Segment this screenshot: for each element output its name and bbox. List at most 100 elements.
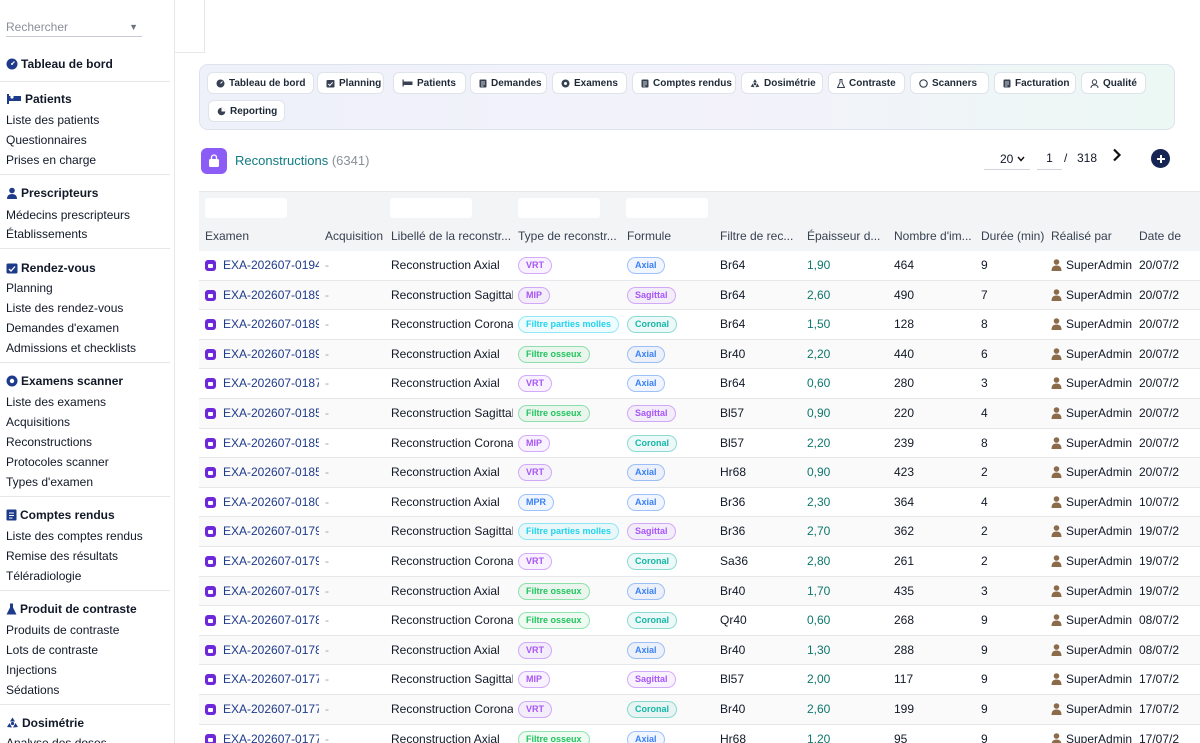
exam-link[interactable]: EXA-202607-0189: [223, 346, 319, 361]
column-header[interactable]: Nombre d'im...: [894, 229, 972, 243]
sidebar-item[interactable]: Liste des rendez-vous: [6, 301, 124, 315]
sidebar-section-2[interactable]: Rendez-vous: [6, 260, 96, 276]
tab-4[interactable]: Examens: [552, 72, 627, 94]
page-size-select[interactable]: 20: [984, 148, 1030, 170]
tab-0[interactable]: Tableau de bord: [207, 72, 314, 94]
column-filter-input[interactable]: [205, 198, 287, 218]
sidebar-section-4[interactable]: Comptes rendus: [6, 507, 115, 523]
column-filter-input[interactable]: [626, 198, 708, 218]
sidebar-item[interactable]: Demandes d'examen: [6, 321, 120, 335]
column-header[interactable]: Examen: [205, 229, 250, 243]
tab-2[interactable]: Patients: [393, 72, 466, 94]
table-row[interactable]: EXA-202607-0194- Reconstruction Axial VRT A…: [199, 251, 1200, 281]
sidebar-item[interactable]: Sédations: [6, 683, 60, 697]
column-header[interactable]: Filtre de rec...: [720, 229, 794, 243]
sidebar-item[interactable]: Injections: [6, 663, 57, 677]
table-row[interactable]: EXA-202607-0185- Reconstruction Axial VRT A…: [199, 458, 1200, 488]
sidebar-item[interactable]: Reconstructions: [6, 435, 93, 449]
tab-3[interactable]: Demandes: [470, 72, 547, 94]
sidebar-item[interactable]: Produits de contraste: [6, 623, 120, 637]
table-row[interactable]: EXA-202607-0187- Reconstruction Axial VRT A…: [199, 369, 1200, 399]
sidebar-item[interactable]: Téléradiologie: [6, 569, 82, 583]
sidebar-item[interactable]: Liste des examens: [6, 395, 107, 409]
column-filter-input[interactable]: [390, 198, 472, 218]
column-header[interactable]: Type de reconstr...: [518, 229, 617, 243]
sidebar-item-dashboard[interactable]: Tableau de bord: [6, 56, 113, 72]
column-header[interactable]: Formule: [627, 229, 672, 243]
sidebar-section-5[interactable]: Produit de contraste: [6, 601, 137, 617]
tab-6[interactable]: Dosimétrie: [741, 72, 823, 94]
table-row[interactable]: EXA-202607-0179- Reconstruction Sagittal F…: [199, 517, 1200, 547]
exam-link[interactable]: EXA-202607-0187: [223, 376, 319, 391]
table-row[interactable]: EXA-202607-0189- Reconstruction Coronal Fi…: [199, 310, 1200, 340]
tab-8[interactable]: Scanners: [910, 72, 989, 94]
search-input[interactable]: Rechercher ▼: [6, 17, 142, 37]
exam-link[interactable]: EXA-202607-0179: [223, 583, 319, 598]
add-button[interactable]: [1151, 149, 1170, 168]
tab-9[interactable]: Facturation: [994, 72, 1076, 94]
sidebar-item[interactable]: Prises en charge: [6, 153, 97, 167]
exam-link[interactable]: EXA-202607-0180: [223, 494, 319, 509]
sidebar-item[interactable]: Lots de contraste: [6, 643, 99, 657]
sidebar-item[interactable]: Établissements: [6, 227, 88, 241]
exam-link[interactable]: EXA-202607-0177: [223, 672, 319, 687]
column-header[interactable]: Réalisé par: [1051, 229, 1112, 243]
sidebar-item[interactable]: Liste des comptes rendus: [6, 529, 143, 543]
user-cell: SuperAdmin: [1051, 517, 1137, 547]
table-row[interactable]: EXA-202607-0189- Reconstruction Sagittal M…: [199, 280, 1200, 311]
table-row[interactable]: EXA-202607-0185- Reconstruction Sagittal F…: [199, 399, 1200, 429]
table-row[interactable]: EXA-202607-0178- Reconstruction Axial VRT A…: [199, 635, 1200, 666]
tab-1[interactable]: Planning: [317, 72, 384, 94]
exam-link[interactable]: EXA-202607-0178: [223, 613, 319, 628]
exam-link[interactable]: EXA-202607-0189: [223, 287, 319, 302]
column-header[interactable]: Durée (min): [981, 229, 1045, 243]
sidebar-section-6[interactable]: Dosimétrie: [6, 715, 84, 731]
sidebar-section-0[interactable]: Patients: [6, 91, 72, 107]
table-row[interactable]: EXA-202607-0179- Reconstruction Axial Filt…: [199, 576, 1200, 607]
sidebar-item[interactable]: Remise des résultats: [6, 549, 119, 563]
table-row[interactable]: EXA-202607-0177- Reconstruction Coronal VR…: [199, 695, 1200, 725]
sidebar-section-3[interactable]: Examens scanner: [6, 373, 123, 389]
table-row[interactable]: EXA-202607-0178- Reconstruction Coronal Fi…: [199, 606, 1200, 636]
sidebar-item[interactable]: Questionnaires: [6, 133, 87, 147]
table-row[interactable]: EXA-202607-0185- Reconstruction Coronal MI…: [199, 429, 1200, 459]
table-row[interactable]: EXA-202607-0179- Reconstruction Coronal VR…: [199, 547, 1200, 577]
table-row[interactable]: EXA-202607-0177- Reconstruction Axial Filt…: [199, 725, 1200, 743]
reconstruction-icon: [205, 704, 216, 715]
exam-link[interactable]: EXA-202607-0185: [223, 435, 319, 450]
tab-10[interactable]: Qualité: [1081, 72, 1146, 94]
column-header[interactable]: Acquisition: [325, 229, 384, 243]
tab-7[interactable]: Contraste: [828, 72, 905, 94]
exam-link[interactable]: EXA-202607-0185: [223, 465, 319, 480]
sidebar-item[interactable]: Protocoles scanner: [6, 455, 109, 469]
exam-link[interactable]: EXA-202607-0194: [223, 258, 319, 272]
tab-11[interactable]: Reporting: [208, 100, 285, 122]
table-row[interactable]: EXA-202607-0177- Reconstruction Sagittal M…: [199, 665, 1200, 695]
column-filter-input[interactable]: [518, 198, 600, 218]
exam-link[interactable]: EXA-202607-0178: [223, 642, 319, 657]
sidebar-item[interactable]: Acquisitions: [6, 415, 71, 429]
sidebar-item[interactable]: Médecins prescripteurs: [6, 208, 131, 222]
user-icon: [1051, 555, 1062, 567]
exam-link[interactable]: EXA-202607-0177: [223, 702, 319, 716]
next-page-button[interactable]: [1112, 148, 1128, 166]
sidebar-item[interactable]: Planning: [6, 281, 53, 295]
exam-link[interactable]: EXA-202607-0185: [223, 406, 319, 420]
sidebar-item[interactable]: Types d'examen: [6, 475, 94, 489]
chevron-down-icon[interactable]: ▼: [129, 22, 138, 32]
exam-link[interactable]: EXA-202607-0189: [223, 317, 319, 332]
exam-link[interactable]: EXA-202607-0179: [223, 554, 319, 568]
column-header[interactable]: Libellé de la reconstr...: [391, 229, 512, 243]
tab-5[interactable]: Comptes rendus: [632, 72, 736, 94]
exam-link[interactable]: EXA-202607-0177: [223, 731, 319, 743]
column-header[interactable]: Épaisseur d...: [807, 229, 881, 243]
column-header[interactable]: Date de: [1139, 229, 1182, 243]
sidebar-item[interactable]: Admissions et checklists: [6, 341, 137, 355]
sidebar-item[interactable]: Analyse des doses: [6, 736, 107, 743]
sidebar-section-1[interactable]: Prescripteurs: [6, 185, 98, 201]
page-number-input[interactable]: 1: [1037, 148, 1062, 170]
sidebar-item[interactable]: Liste des patients: [6, 113, 100, 127]
exam-link[interactable]: EXA-202607-0179: [223, 524, 319, 539]
table-row[interactable]: EXA-202607-0180- Reconstruction Axial MPR A…: [199, 488, 1200, 518]
table-row[interactable]: EXA-202607-0189- Reconstruction Axial Filt…: [199, 339, 1200, 370]
